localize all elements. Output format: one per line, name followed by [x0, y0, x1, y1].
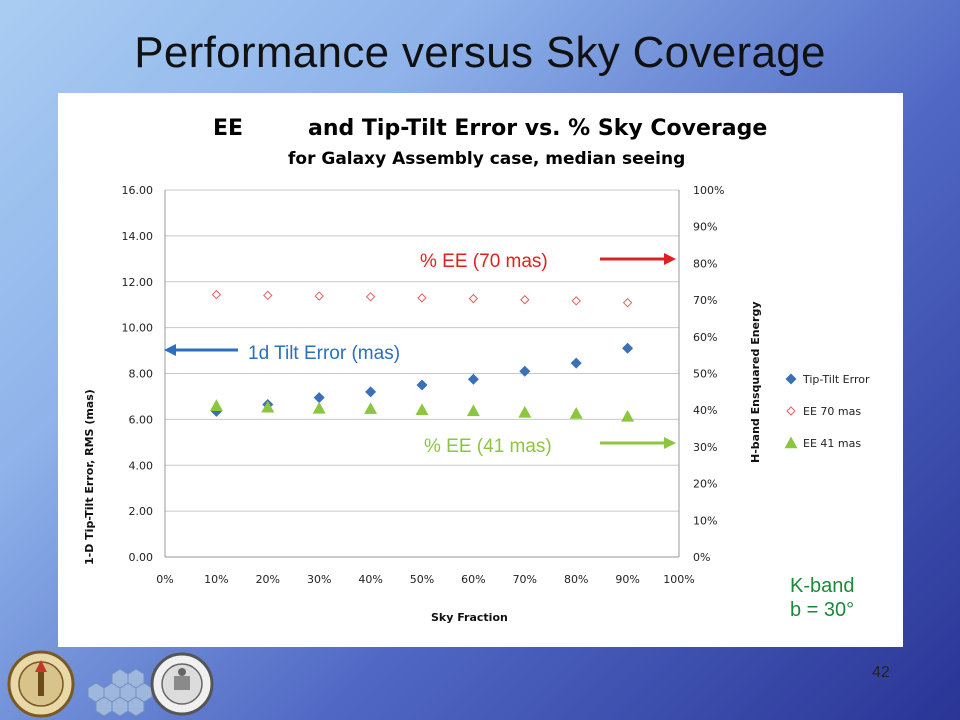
x-tick-label: 70% [513, 573, 537, 586]
point-ee-70-mas [314, 291, 324, 301]
b-angle-label: b = 30° [790, 599, 855, 621]
point-tip-tilt-error [416, 379, 428, 391]
y2-tick-label: 20% [693, 478, 717, 491]
chart-svg: 0.00 2.00 4.00 6.00 8.00 10.00 12.00 14.00 16.00… [83, 116, 870, 624]
telescope-mirror-icon [87, 668, 153, 717]
y2-tick-label: 30% [693, 441, 717, 454]
band-label: K-band [790, 575, 855, 597]
annotation-tilt-arrowhead [164, 344, 176, 356]
legend-marker-ee-41-mas [784, 436, 798, 449]
y-tick-label: 6.00 [129, 413, 154, 426]
y2-tick-label: 60% [693, 331, 717, 344]
point-tip-tilt-error [622, 342, 634, 354]
point-ee-41-mas [466, 404, 480, 417]
legend-marker-ee-70-mas [786, 406, 796, 416]
y2-tick-label: 80% [693, 257, 717, 270]
x-tick-label: 20% [256, 573, 280, 586]
annotation-ee70-arrowhead [664, 253, 676, 265]
y2-tick-label: 70% [693, 294, 717, 307]
y-axis-title: 1-D Tip-Tilt Error, RMS (mas) [83, 389, 96, 565]
chart-title: and Tip-Tilt Error vs. % Sky Coverage [308, 116, 767, 141]
x-tick-label: 100% [663, 573, 694, 586]
point-tip-tilt-error [519, 365, 531, 377]
x-tick-label: 0% [156, 573, 173, 586]
x-tick-label: 10% [204, 573, 228, 586]
point-ee-41-mas [364, 402, 378, 414]
point-ee-41-mas [261, 400, 275, 413]
y-tick-label: 10.00 [122, 322, 154, 335]
x-tick-label: 50% [410, 573, 434, 586]
y2-tick-label: 50% [693, 368, 717, 381]
point-ee-70-mas [571, 296, 581, 306]
point-ee-70-mas [622, 297, 633, 308]
uc-seal-icon [150, 652, 214, 716]
y-tick-label: 16.00 [122, 184, 154, 197]
y2-tick-label: 0% [693, 551, 710, 564]
chart-panel: 0.00 2.00 4.00 6.00 8.00 10.00 12.00 14.00 16.00… [58, 93, 903, 647]
point-ee-41-mas [569, 407, 583, 419]
point-tip-tilt-error [313, 392, 325, 404]
institution-logos [7, 650, 214, 718]
legend-label-tip-tilt-error: Tip-Tilt Error [802, 373, 870, 386]
x-tick-label: 60% [461, 573, 485, 586]
y2-tick-label: 10% [693, 514, 717, 527]
point-ee-41-mas [312, 401, 326, 414]
point-ee-41-mas [415, 403, 429, 416]
legend-marker-tip-tilt-error [785, 373, 797, 385]
point-ee-70-mas [520, 295, 530, 305]
annotation-ee41: % EE (41 mas) [424, 436, 552, 457]
annotation-tilt: 1d Tilt Error (mas) [248, 343, 400, 364]
y-tick-label: 2.00 [129, 505, 154, 518]
y2-tick-label: 90% [693, 221, 717, 234]
legend-label-ee-70-mas: EE 70 mas [803, 405, 861, 418]
point-tip-tilt-error [365, 386, 377, 398]
point-ee-41-mas [621, 409, 635, 422]
y-tick-label: 8.00 [129, 368, 154, 381]
legend-label-ee-41-mas: EE 41 mas [803, 437, 861, 450]
y2-axis-title: H-band Ensquared Energy [749, 302, 762, 464]
gridlines [165, 189, 679, 512]
point-ee-70-mas [263, 290, 273, 301]
slide-title: Performance versus Sky Coverage [134, 28, 826, 77]
chart-title-prefix: EE [213, 116, 243, 141]
point-tip-tilt-error [467, 373, 479, 385]
caltech-seal-icon [7, 650, 75, 718]
x-tick-label: 90% [615, 573, 639, 586]
x-axis-title: Sky Fraction [431, 611, 508, 624]
band-info: K-band b = 30° [790, 574, 855, 622]
y-tick-label: 4.00 [129, 459, 154, 472]
annotation-ee70: % EE (70 mas) [420, 251, 548, 272]
y-tick-label: 12.00 [122, 276, 154, 289]
axes [164, 190, 680, 558]
legend: Tip-Tilt Error EE 70 mas EE 41 mas [784, 373, 870, 450]
y-tick-label: 14.00 [122, 230, 154, 243]
page-number: 42 [872, 664, 890, 681]
point-ee-70-mas [365, 292, 376, 302]
point-ee-41-mas [209, 399, 223, 411]
y-tick-label: 0.00 [129, 551, 154, 564]
data-marks [209, 289, 635, 422]
point-ee-70-mas [468, 293, 479, 304]
y2-tick-label: 100% [693, 184, 724, 197]
x-tick-label: 40% [358, 573, 382, 586]
chart-subtitle: for Galaxy Assembly case, median seeing [288, 149, 685, 169]
point-ee-70-mas [211, 289, 222, 300]
point-ee-70-mas [417, 293, 427, 303]
x-tick-label: 30% [307, 573, 331, 586]
point-ee-41-mas [518, 405, 532, 418]
x-tick-label: 80% [564, 573, 588, 586]
tick-labels: 0.00 2.00 4.00 6.00 8.00 10.00 12.00 14.00 16.00… [122, 184, 725, 586]
point-tip-tilt-error [570, 357, 582, 369]
y2-tick-label: 40% [693, 404, 717, 417]
annotation-ee41-arrowhead [664, 437, 676, 449]
